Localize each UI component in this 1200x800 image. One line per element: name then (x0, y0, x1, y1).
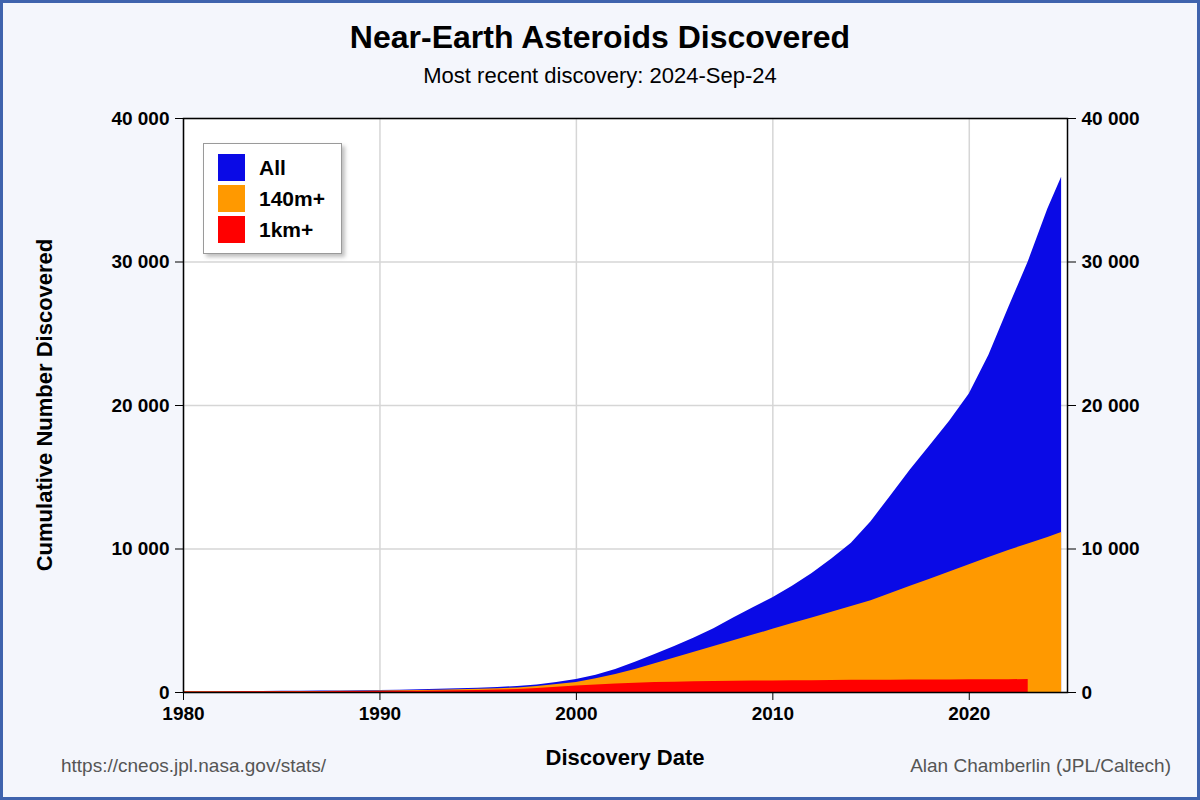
svg-text:10 000: 10 000 (111, 538, 169, 559)
html-text:Near-Earth Asteroids Discovere: Near-Earth Asteroids Discovered (349, 19, 851, 55)
svg-text:0: 0 (1082, 682, 1093, 703)
html-text:Discovery Date: Discovery Date (545, 745, 705, 770)
html-text:Most recent discovery: 2024-Se: Most recent discovery: 2024-Sep-24 (423, 63, 777, 88)
svg-text:20 000: 20 000 (111, 395, 169, 416)
html-text:1km+: 1km+ (259, 217, 314, 241)
svg-text:2010: 2010 (752, 703, 794, 724)
html-text:All: All (259, 155, 286, 179)
svg-text:0: 0 (159, 682, 170, 703)
svg-text:30 000: 30 000 (1082, 251, 1140, 272)
html-text:Alan Chamberlin (JPL/Caltech): Alan Chamberlin (JPL/Caltech) (910, 755, 1171, 776)
svg-text:1980: 1980 (162, 703, 204, 724)
svg-text:20 000: 20 000 (1082, 395, 1140, 416)
svg-text:2000: 2000 (555, 703, 597, 724)
svg-text:2020: 2020 (948, 703, 990, 724)
html-text:Cumulative Number Discovered: Cumulative Number Discovered (32, 238, 57, 572)
svg-text:40 000: 40 000 (111, 108, 169, 129)
svg-text:1990: 1990 (359, 703, 401, 724)
html-text:https://cneos.jpl.nasa.gov/sta: https://cneos.jpl.nasa.gov/stats/ (61, 755, 327, 776)
svg-text:10 000: 10 000 (1082, 538, 1140, 559)
html-text:140m+: 140m+ (259, 186, 325, 210)
svg-text:30 000: 30 000 (111, 251, 169, 272)
svg-text:40 000: 40 000 (1082, 108, 1140, 129)
